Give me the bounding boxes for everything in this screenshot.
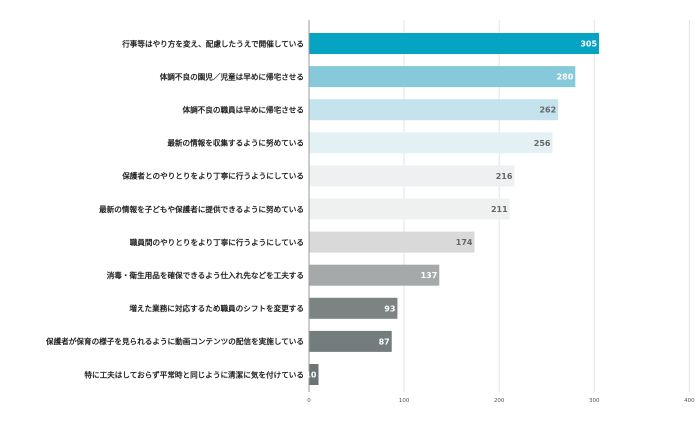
- bar: [309, 198, 510, 220]
- bar: [309, 33, 600, 54]
- x-tick-label: 400: [684, 398, 695, 404]
- bar: [309, 132, 553, 154]
- bar: [309, 99, 559, 121]
- category-label: 最新の情報を子どもや保護者に提供できるように努めている: [99, 204, 304, 214]
- bar: [309, 297, 398, 319]
- data-label: 262: [539, 106, 556, 115]
- x-tick-label: 100: [399, 398, 410, 404]
- bar: [309, 264, 440, 286]
- bars: [309, 33, 600, 385]
- data-label: 211: [491, 205, 508, 214]
- data-label: 10: [305, 371, 317, 380]
- data-label: 93: [384, 304, 395, 313]
- category-label: 体調不良の園児／児童は早めに帰宅させる: [160, 71, 304, 81]
- bar: [309, 231, 475, 253]
- data-label: 216: [496, 172, 513, 181]
- category-label: 消毒・衛生用品を確保できるよう仕入れ先などを工夫する: [107, 270, 304, 280]
- data-label: 87: [379, 337, 390, 346]
- category-label: 保護者とのやりとりをより丁寧に行うようにしている: [121, 171, 304, 181]
- labels: 0 100 200 300 400 行事等はやり方を変え、配慮したうえで開催している 305…: [45, 38, 695, 404]
- data-label: 280: [557, 73, 574, 82]
- category-label: 体調不良の職員は早めに帰宅させる: [183, 105, 305, 115]
- data-label: 174: [456, 238, 473, 247]
- category-label: 保護者が保育の様子を見られるように動画コンテンツの配信を実施している: [45, 336, 304, 346]
- data-label: 305: [580, 40, 597, 49]
- category-label: 職員間のやりとりをより丁寧に行うようにしている: [130, 237, 304, 247]
- category-label: 最新の情報を収集するように努めている: [167, 138, 304, 148]
- data-label: 137: [421, 271, 438, 280]
- category-label: 増えた業務に対応するため職員のシフトを変更する: [129, 303, 304, 313]
- category-label: 特に工夫はしておらず平常時と同じように清潔に気を付けている: [84, 369, 304, 379]
- data-label: 256: [534, 139, 551, 148]
- x-tick-label: 200: [494, 398, 505, 404]
- x-tick-label: 0: [307, 398, 311, 404]
- x-tick-label: 300: [589, 398, 600, 404]
- bar: [309, 165, 515, 187]
- bar: [309, 330, 392, 352]
- bar: [309, 364, 319, 385]
- bar: [309, 66, 576, 88]
- category-label: 行事等はやり方を変え、配慮したうえで開催している: [121, 38, 304, 48]
